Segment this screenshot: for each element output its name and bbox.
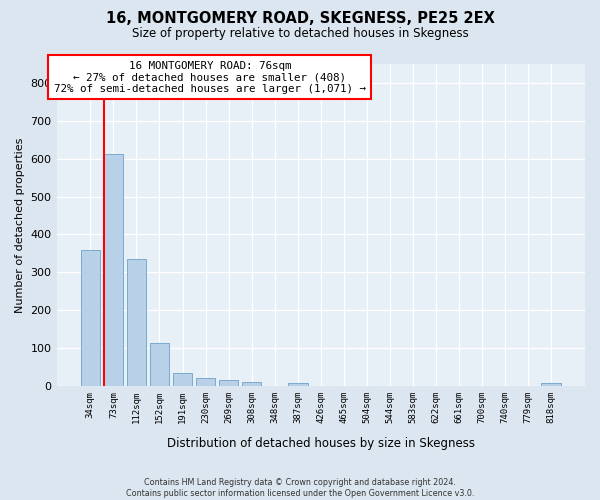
Bar (541, 384, 561, 386)
Text: 16 MONTGOMERY ROAD: 76sqm
← 27% of detached houses are smaller (408)
72% of semi: 16 MONTGOMERY ROAD: 76sqm ← 27% of detac… (54, 60, 366, 94)
Text: Size of property relative to detached houses in Skegness: Size of property relative to detached ho… (131, 28, 469, 40)
Text: Contains HM Land Registry data © Crown copyright and database right 2024.
Contai: Contains HM Land Registry data © Crown c… (126, 478, 474, 498)
Bar (104, 154, 123, 386)
Text: 16, MONTGOMERY ROAD, SKEGNESS, PE25 2EX: 16, MONTGOMERY ROAD, SKEGNESS, PE25 2EX (106, 11, 494, 26)
Y-axis label: Number of detached properties: Number of detached properties (15, 137, 25, 312)
Bar (127, 258, 146, 386)
Bar (288, 383, 308, 386)
Bar (242, 382, 262, 386)
Bar (173, 372, 193, 386)
Bar (219, 380, 238, 386)
X-axis label: Distribution of detached houses by size in Skegness: Distribution of detached houses by size … (167, 437, 475, 450)
Bar (149, 343, 169, 386)
Bar (80, 250, 100, 386)
Bar (196, 378, 215, 386)
